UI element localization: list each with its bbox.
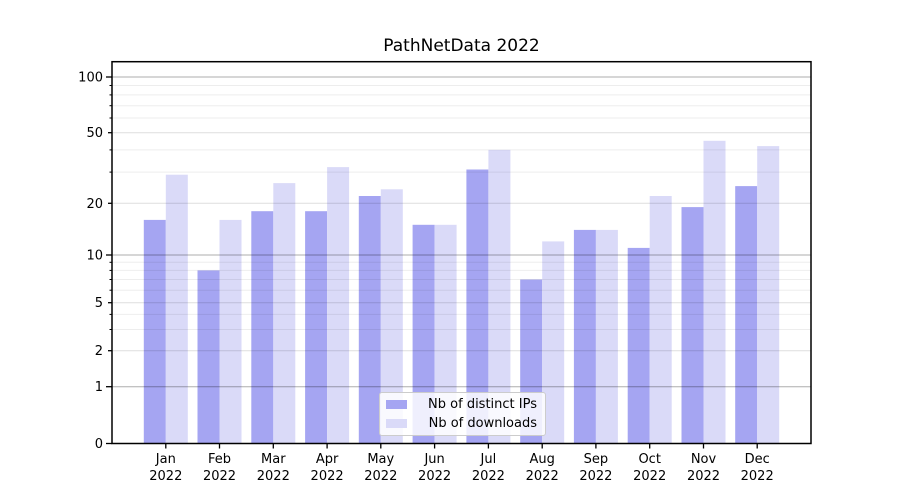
bar-ips-mar — [251, 211, 274, 444]
bar-ips-jul — [466, 169, 489, 444]
x-tick-label-year-mar: 2022 — [257, 469, 290, 484]
bar-downloads-sep — [595, 229, 618, 444]
x-tick-label-month-nov: Nov — [691, 452, 717, 467]
bar-downloads-dec — [757, 146, 780, 444]
legend: Nb of distinct IPs Nb of downloads — [379, 392, 546, 436]
plot-border — [111, 60, 812, 445]
bar-ips-apr — [305, 211, 328, 444]
bar-downloads-feb — [219, 219, 242, 444]
bar-ips-jun — [412, 224, 435, 444]
x-tick-label-month-jul: Jul — [480, 452, 497, 467]
x-tick-label-month-jan: Jan — [155, 452, 176, 467]
y-tick-label-50: 50 — [86, 126, 103, 141]
x-tick-label-month-may: May — [367, 452, 394, 467]
legend-swatch-downloads — [386, 418, 407, 428]
x-tick-label-year-jun: 2022 — [418, 469, 451, 484]
x-tick-label-month-sep: Sep — [584, 452, 609, 467]
bar-ips-oct — [627, 247, 650, 444]
x-tick-label-year-nov: 2022 — [687, 469, 720, 484]
chart-title: PathNetData 2022 — [383, 36, 540, 56]
y-tick-label-10: 10 — [86, 249, 103, 264]
bar-downloads-aug — [542, 241, 565, 444]
x-tick-label-month-oct: Oct — [638, 452, 660, 467]
bar-ips-sep — [573, 229, 596, 444]
x-tick-label-year-oct: 2022 — [633, 469, 666, 484]
bar-ips-nov — [681, 207, 704, 444]
legend-swatch-distinct-ips — [386, 400, 407, 410]
x-tick-label-year-jan: 2022 — [149, 469, 182, 484]
bar-ips-dec — [735, 186, 758, 444]
bar-downloads-oct — [649, 196, 672, 444]
bar-downloads-jun — [434, 224, 457, 444]
x-tick-label-month-apr: Apr — [316, 452, 339, 467]
x-tick-label-month-feb: Feb — [208, 452, 231, 467]
x-tick-label-year-may: 2022 — [364, 469, 397, 484]
legend-label-distinct-ips: Nb of distinct IPs — [428, 397, 537, 413]
y-tick-label-2: 2 — [95, 344, 103, 359]
y-tick-label-20: 20 — [86, 197, 103, 212]
bar-downloads-mar — [273, 183, 296, 444]
x-tick-label-year-feb: 2022 — [203, 469, 236, 484]
x-tick-label-year-aug: 2022 — [526, 469, 559, 484]
bar-downloads-jan — [165, 174, 188, 444]
bar-ips-jan — [143, 219, 166, 444]
legend-label-downloads: Nb of downloads — [428, 415, 537, 431]
bar-ips-feb — [197, 270, 220, 444]
bar-downloads-jul — [488, 149, 511, 444]
y-tick-label-5: 5 — [95, 296, 103, 311]
bar-downloads-may — [380, 189, 403, 444]
x-tick-label-year-jul: 2022 — [472, 469, 505, 484]
legend-item-downloads: Nb of downloads — [386, 414, 537, 432]
x-tick-label-month-dec: Dec — [745, 452, 770, 467]
legend-item-distinct-ips: Nb of distinct IPs — [386, 396, 537, 414]
bar-downloads-apr — [327, 167, 350, 444]
x-tick-label-year-apr: 2022 — [311, 469, 344, 484]
x-tick-label-month-jun: Jun — [423, 452, 444, 467]
y-tick-label-1: 1 — [95, 380, 103, 395]
x-tick-label-year-dec: 2022 — [741, 469, 774, 484]
x-tick-label-month-aug: Aug — [530, 452, 555, 467]
x-tick-label-month-mar: Mar — [261, 452, 286, 467]
bar-downloads-nov — [703, 140, 726, 444]
bar-ips-may — [358, 196, 381, 444]
y-tick-label-0: 0 — [95, 437, 103, 452]
x-tick-label-year-sep: 2022 — [579, 469, 612, 484]
y-tick-label-100: 100 — [78, 71, 103, 86]
